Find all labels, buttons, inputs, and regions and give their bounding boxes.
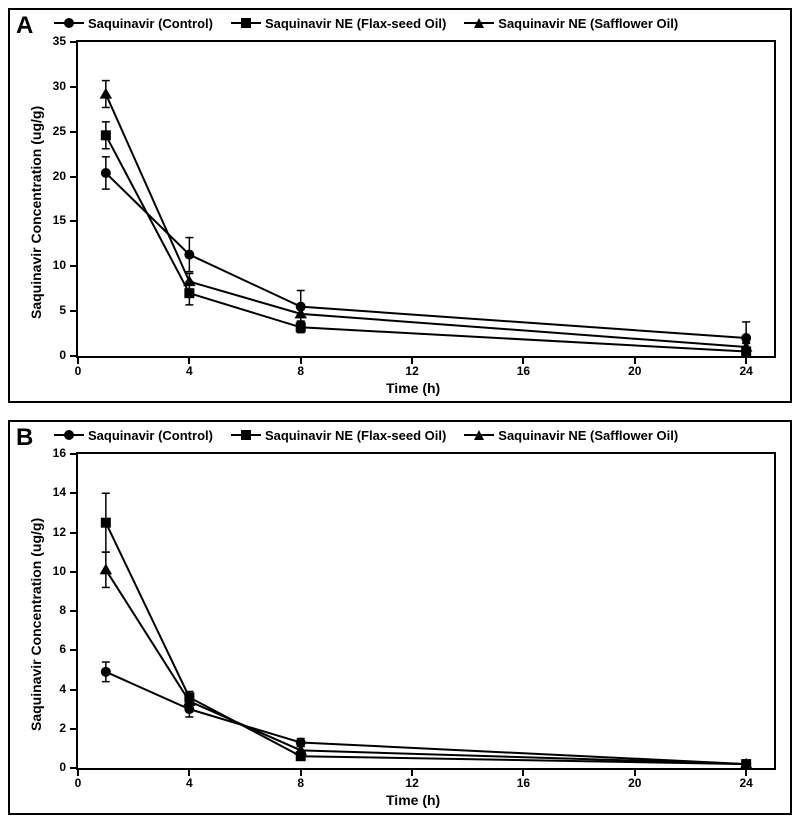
panel-a-plot [76, 40, 776, 358]
series-line [106, 135, 746, 351]
x-tick-label: 20 [628, 776, 641, 790]
y-tick-label: 10 [40, 258, 66, 272]
figure: A Saquinavir (Control) Saquinavir NE (Fla… [0, 0, 800, 823]
y-tick [70, 131, 76, 133]
x-tick-label: 16 [517, 776, 530, 790]
y-tick [70, 310, 76, 312]
y-tick [70, 176, 76, 178]
series-line [106, 672, 746, 764]
circle-icon [54, 16, 84, 30]
panel-b-xlabel: Time (h) [386, 792, 440, 808]
x-tick-label: 4 [186, 364, 193, 378]
y-tick-label: 4 [40, 682, 66, 696]
y-tick [70, 689, 76, 691]
y-tick-label: 0 [40, 348, 66, 362]
triangle-icon [464, 428, 494, 442]
legend-item: Saquinavir (Control) [54, 16, 213, 31]
y-tick [70, 571, 76, 573]
square-icon [231, 16, 261, 30]
triangle-icon [100, 564, 113, 575]
y-tick-label: 12 [40, 525, 66, 539]
plot-svg [78, 42, 774, 356]
y-tick-label: 30 [40, 79, 66, 93]
y-tick [70, 532, 76, 534]
triangle-icon [183, 275, 196, 286]
x-tick-label: 12 [405, 364, 418, 378]
panel-b-plot [76, 452, 776, 770]
square-icon [231, 428, 261, 442]
legend-item-label: Saquinavir NE (Flax-seed Oil) [265, 16, 446, 31]
x-tick-label: 0 [75, 776, 82, 790]
series-line [106, 94, 746, 347]
x-tick-label: 8 [297, 776, 304, 790]
legend-item-label: Saquinavir (Control) [88, 16, 213, 31]
y-tick-label: 15 [40, 213, 66, 227]
x-tick-label: 20 [628, 364, 641, 378]
panel-a-xlabel: Time (h) [386, 380, 440, 396]
legend-item-label: Saquinavir NE (Flax-seed Oil) [265, 428, 446, 443]
circle-icon [101, 168, 111, 178]
circle-icon [101, 667, 111, 677]
series-line [106, 523, 746, 764]
legend-item: Saquinavir NE (Flax-seed Oil) [231, 16, 446, 31]
panel-a-label: A [16, 12, 33, 40]
y-tick [70, 265, 76, 267]
y-tick-label: 6 [40, 642, 66, 656]
y-tick [70, 767, 76, 769]
x-tick-label: 24 [739, 776, 752, 790]
legend-item-label: Saquinavir (Control) [88, 428, 213, 443]
x-tick-label: 8 [297, 364, 304, 378]
y-tick [70, 86, 76, 88]
y-tick-label: 10 [40, 564, 66, 578]
panel-b-legend: Saquinavir (Control) Saquinavir NE (Flax-… [54, 425, 780, 445]
x-tick-label: 16 [517, 364, 530, 378]
y-tick [70, 492, 76, 494]
y-tick-label: 25 [40, 124, 66, 138]
x-tick-label: 4 [186, 776, 193, 790]
y-tick-label: 35 [40, 34, 66, 48]
y-tick [70, 453, 76, 455]
y-tick-label: 8 [40, 603, 66, 617]
legend-item-label: Saquinavir NE (Safflower Oil) [498, 428, 678, 443]
series-line [106, 570, 746, 764]
legend-item-label: Saquinavir NE (Safflower Oil) [498, 16, 678, 31]
series-line [106, 173, 746, 338]
legend-item: Saquinavir NE (Safflower Oil) [464, 16, 678, 31]
panel-b-label: B [16, 424, 33, 452]
y-tick [70, 649, 76, 651]
legend-item: Saquinavir (Control) [54, 428, 213, 443]
legend-item: Saquinavir NE (Flax-seed Oil) [231, 428, 446, 443]
y-tick [70, 41, 76, 43]
square-icon [296, 322, 306, 332]
triangle-icon [464, 16, 494, 30]
x-tick-label: 24 [739, 364, 752, 378]
y-tick-label: 5 [40, 303, 66, 317]
panel-b-ylabel: Saquinavir Concentration (ug/g) [28, 518, 44, 731]
y-tick [70, 220, 76, 222]
x-tick-label: 12 [405, 776, 418, 790]
plot-svg [78, 454, 774, 768]
legend-item: Saquinavir NE (Safflower Oil) [464, 428, 678, 443]
circle-icon [184, 250, 194, 260]
y-tick-label: 0 [40, 760, 66, 774]
y-tick [70, 355, 76, 357]
panel-a-legend: Saquinavir (Control) Saquinavir NE (Flax-… [54, 13, 780, 33]
y-tick-label: 14 [40, 485, 66, 499]
triangle-icon [100, 88, 113, 99]
y-tick-label: 20 [40, 169, 66, 183]
y-tick [70, 728, 76, 730]
y-tick-label: 16 [40, 446, 66, 460]
y-tick [70, 610, 76, 612]
circle-icon [54, 428, 84, 442]
square-icon [101, 130, 111, 140]
square-icon [101, 518, 111, 528]
y-tick-label: 2 [40, 721, 66, 735]
x-tick-label: 0 [75, 364, 82, 378]
